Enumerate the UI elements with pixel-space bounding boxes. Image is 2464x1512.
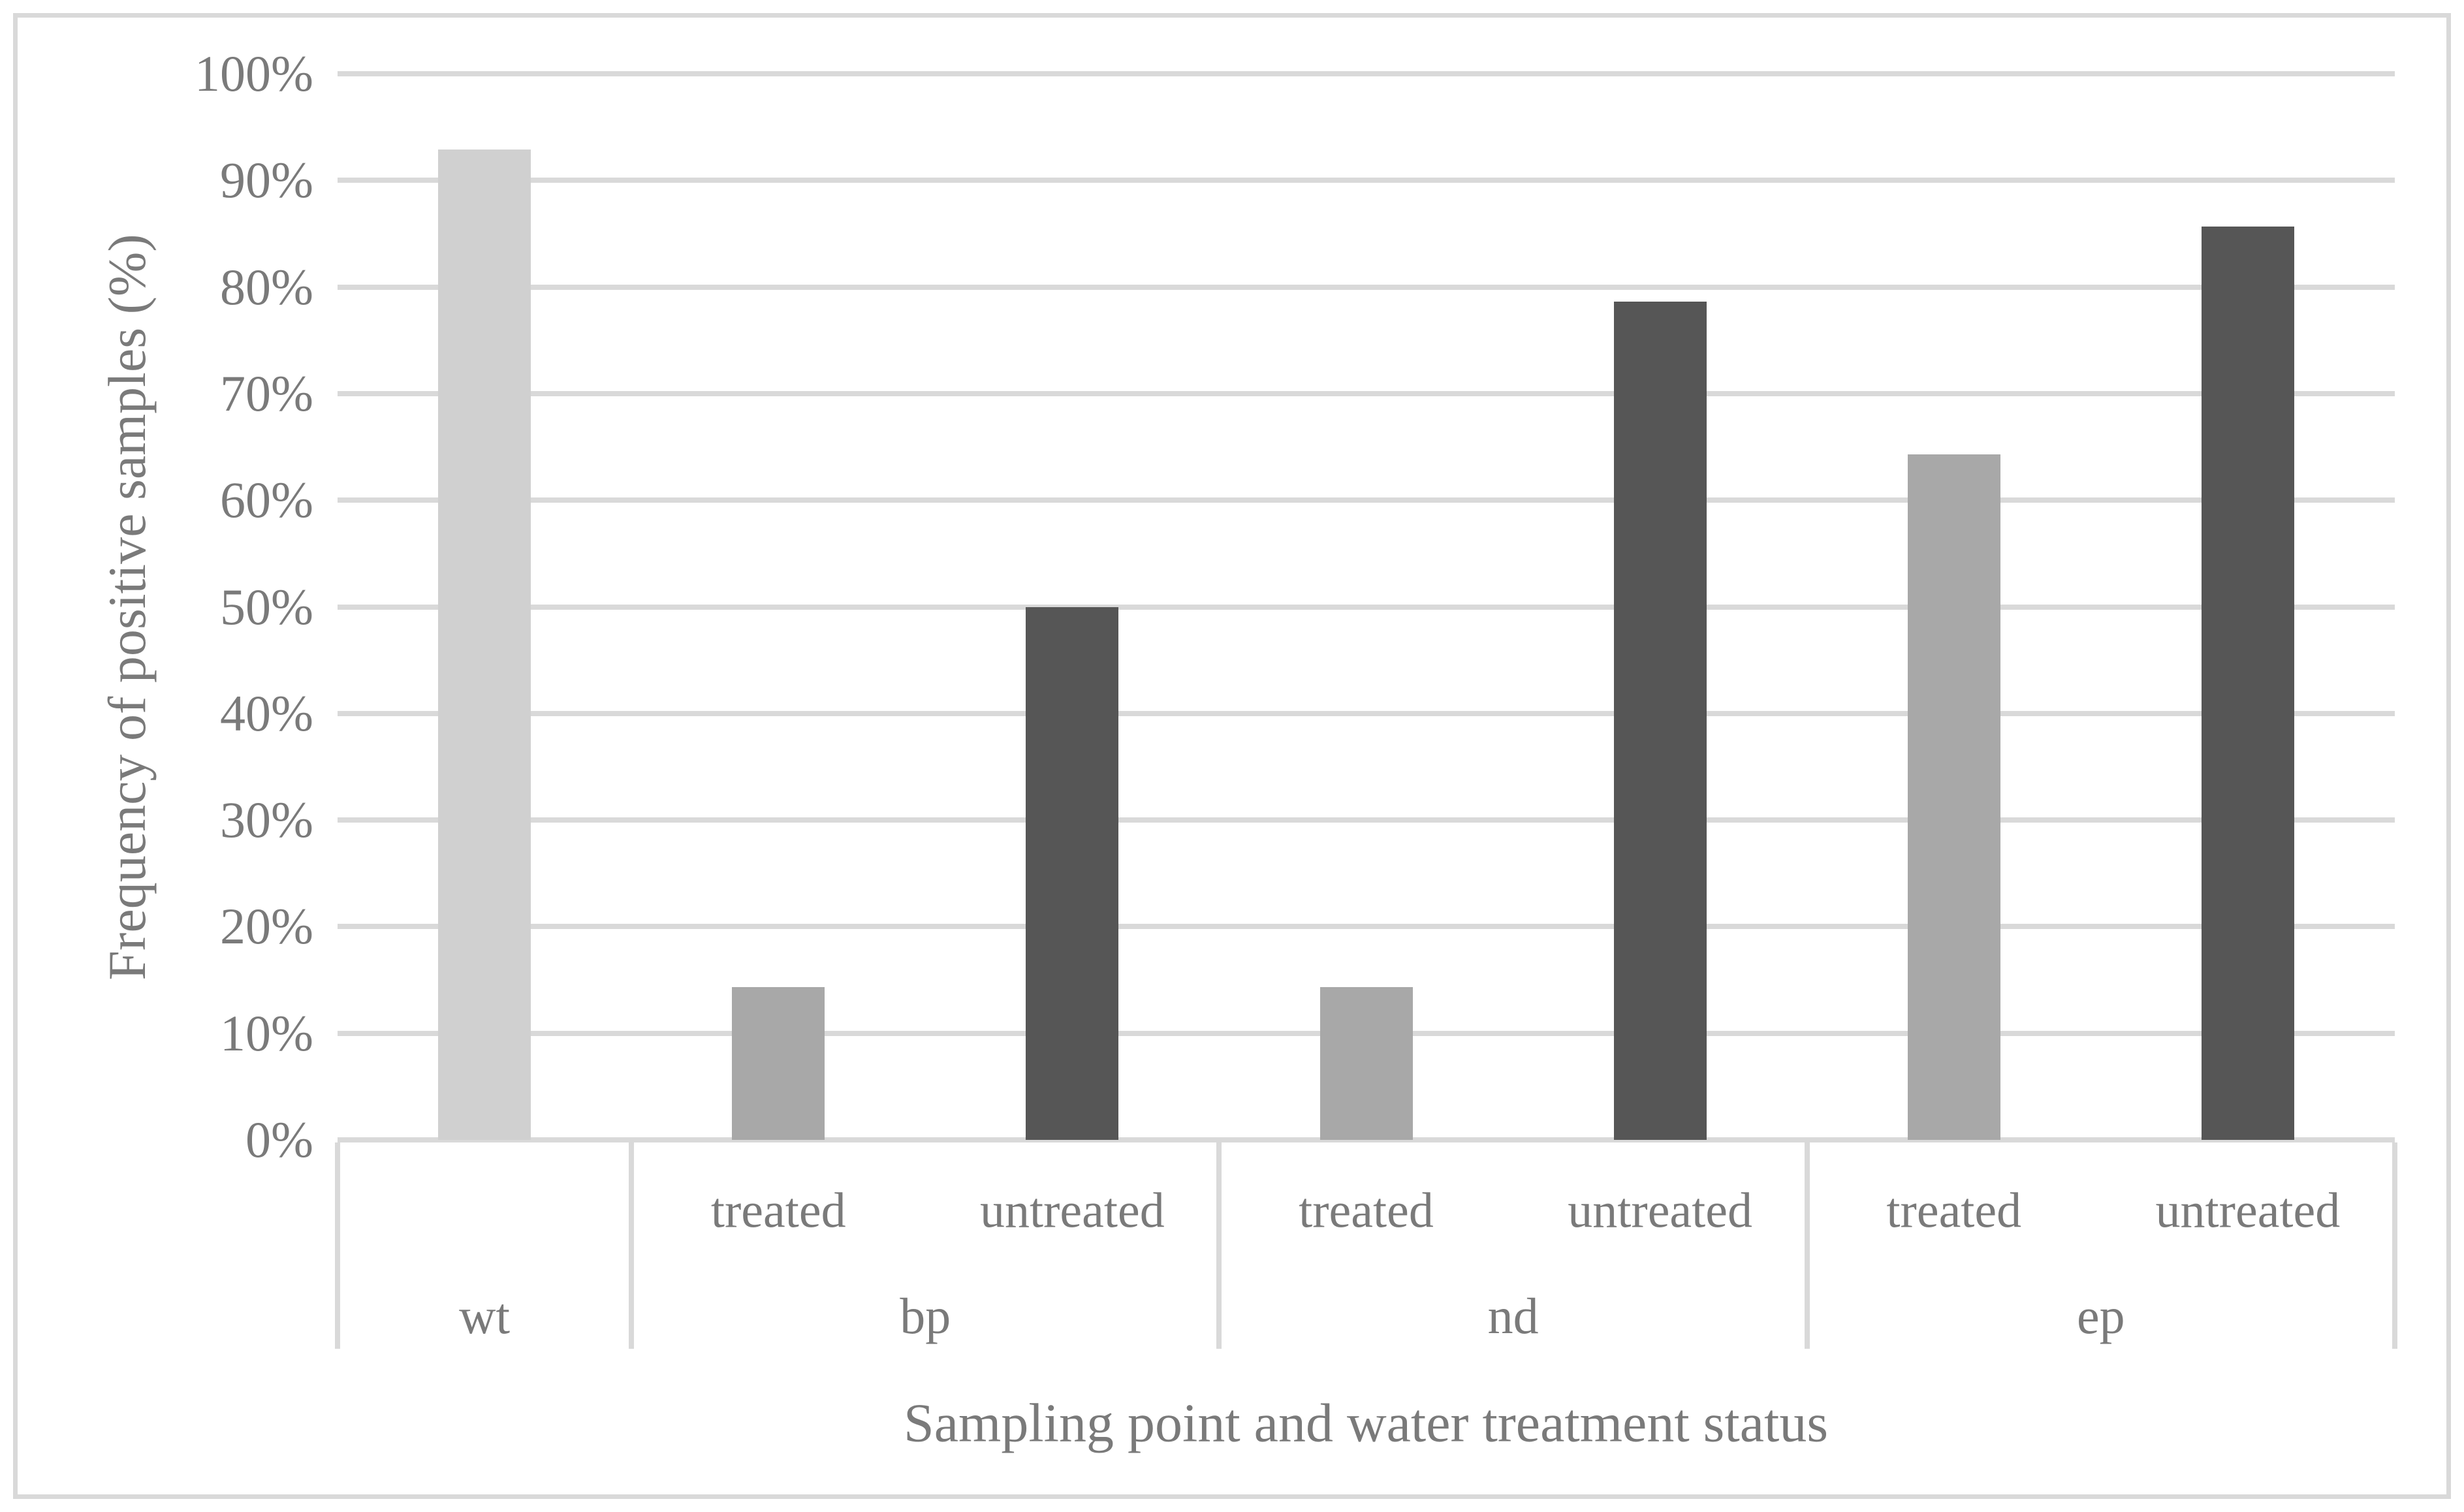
group-label-wt: wt — [459, 1287, 511, 1344]
treatment-label-nd-untreated: untreated — [1568, 1183, 1753, 1238]
y-tick-label-70%: 70% — [220, 364, 313, 422]
treatment-label-ep-untreated: untreated — [2155, 1183, 2341, 1238]
y-tick-label-100%: 100% — [195, 45, 313, 102]
treatment-label-nd-treated: treated — [1299, 1183, 1434, 1238]
category-band-separator-3 — [1804, 1142, 1810, 1349]
gridline-0% — [338, 1137, 2395, 1142]
y-tick-label-40%: 40% — [220, 684, 313, 742]
treatment-label-bp-untreated: untreated — [979, 1183, 1165, 1238]
gridline-80% — [338, 284, 2395, 290]
y-tick-label-30%: 30% — [220, 791, 313, 849]
category-band-separator-1 — [629, 1142, 635, 1349]
gridline-60% — [338, 497, 2395, 503]
treatment-label-bp-treated: treated — [710, 1183, 846, 1238]
gridline-90% — [338, 178, 2395, 183]
category-band-separator-0 — [335, 1142, 340, 1349]
category-band-separator-2 — [1216, 1142, 1222, 1349]
y-axis-title: Frequency of positive samples (%) — [97, 234, 157, 981]
x-axis-title: Sampling point and water treatment statu… — [903, 1393, 1829, 1454]
group-label-ep: ep — [2077, 1287, 2125, 1344]
y-tick-label-0%: 0% — [245, 1111, 313, 1168]
y-tick-label-90%: 90% — [220, 151, 313, 209]
bar-wt — [438, 149, 531, 1140]
y-tick-label-20%: 20% — [220, 898, 313, 955]
y-tick-label-60%: 60% — [220, 471, 313, 529]
bar-nd-untreated — [1613, 302, 1707, 1140]
treatment-label-ep-treated: treated — [1886, 1183, 2022, 1238]
gridline-100% — [338, 71, 2395, 76]
group-label-bp: bp — [900, 1287, 951, 1344]
y-tick-label-10%: 10% — [220, 1004, 313, 1062]
group-label-nd: nd — [1487, 1287, 1539, 1344]
y-tick-label-80%: 80% — [220, 258, 313, 315]
gridline-50% — [338, 604, 2395, 610]
gridline-20% — [338, 924, 2395, 930]
bar-bp-untreated — [1026, 606, 1119, 1140]
bar-bp-treated — [732, 987, 825, 1140]
gridline-40% — [338, 710, 2395, 716]
figure-border — [13, 13, 2451, 1499]
gridline-70% — [338, 390, 2395, 396]
y-tick-label-50%: 50% — [220, 578, 313, 635]
bar-ep-untreated — [2201, 226, 2294, 1140]
bar-ep-treated — [1907, 454, 2000, 1140]
gridline-30% — [338, 817, 2395, 823]
category-band-separator-4 — [2392, 1142, 2397, 1349]
bar-nd-treated — [1319, 987, 1413, 1140]
